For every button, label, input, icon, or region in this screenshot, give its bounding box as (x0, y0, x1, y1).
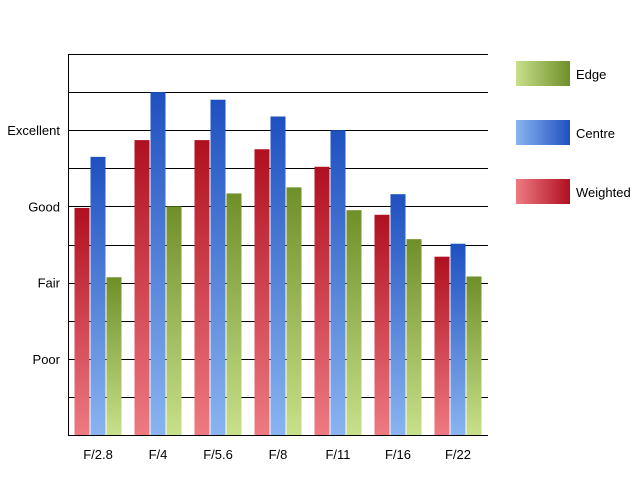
bar-centre-f22 (450, 243, 466, 435)
y-tick-labels: Poor Fair Good Excellent (7, 123, 60, 367)
x-tick-labels: F/2.8 F/4 F/5.6 F/8 F/11 F/16 F/22 (83, 447, 471, 462)
x-tick-label: F/11 (325, 447, 350, 462)
bar-weighted-f11 (314, 166, 330, 435)
x-tick-label: F/22 (445, 447, 471, 462)
bar-centre-f8 (270, 116, 286, 435)
y-tick-label-poor: Poor (33, 352, 61, 367)
bar-weighted-f4 (134, 140, 150, 435)
y-tick-label-good: Good (28, 199, 60, 214)
bar-centre-f28 (90, 156, 106, 435)
legend-label-weighted: Weighted (576, 185, 631, 200)
legend: Edge Centre Weighted (516, 61, 631, 204)
x-tick-label: F/5.6 (203, 447, 233, 462)
x-tick-label: F/2.8 (83, 447, 113, 462)
bar-weighted-f22 (434, 256, 450, 435)
axes (68, 54, 488, 436)
x-tick-label: F/8 (269, 447, 288, 462)
bar-weighted-f8 (254, 149, 270, 435)
legend-swatch-weighted (516, 179, 570, 204)
bar-weighted-f16 (374, 214, 390, 435)
y-tick-label-fair: Fair (38, 276, 61, 291)
bar-centre-f11 (330, 130, 346, 435)
y-tick-label-excellent: Excellent (7, 123, 60, 138)
bar-weighted-f56 (194, 140, 210, 435)
bar-centre-f16 (390, 194, 406, 435)
bars (74, 92, 482, 435)
bar-edge-f22 (466, 276, 482, 435)
legend-label-edge: Edge (576, 67, 606, 82)
bar-edge-f4 (166, 206, 182, 435)
bar-edge-f56 (226, 193, 242, 435)
bar-edge-f28 (106, 277, 122, 435)
legend-label-centre: Centre (576, 126, 615, 141)
bar-edge-f16 (406, 239, 422, 435)
bar-edge-f8 (286, 187, 302, 435)
x-tick-label: F/4 (149, 447, 168, 462)
legend-swatch-edge (516, 61, 570, 86)
bar-edge-f11 (346, 210, 362, 435)
bar-centre-f4 (150, 92, 166, 435)
x-tick-label: F/16 (385, 447, 411, 462)
legend-swatch-centre (516, 120, 570, 145)
bar-centre-f56 (210, 99, 226, 435)
bar-weighted-f28 (74, 207, 90, 435)
